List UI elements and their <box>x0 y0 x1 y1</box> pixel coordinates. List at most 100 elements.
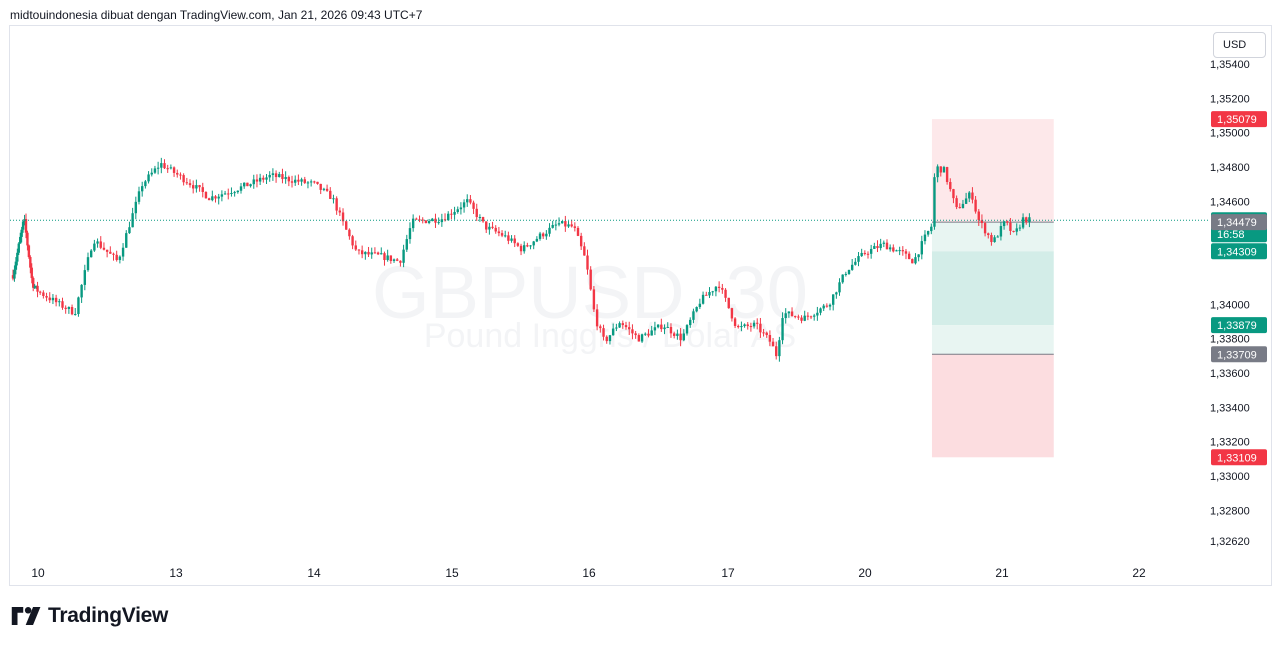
candle <box>765 331 768 338</box>
candle <box>230 187 233 197</box>
candle <box>13 265 16 282</box>
candle <box>239 183 243 194</box>
candle <box>214 195 217 203</box>
candle <box>892 244 895 253</box>
x-tick-label: 16 <box>582 566 596 580</box>
candle <box>399 260 402 267</box>
candle <box>450 209 453 220</box>
x-tick-label: 20 <box>858 566 872 580</box>
candle <box>478 214 482 222</box>
candle <box>408 222 412 244</box>
candle <box>172 166 176 177</box>
candle <box>105 249 109 258</box>
candle <box>415 217 418 220</box>
candle <box>176 169 179 178</box>
position-zones[interactable] <box>931 119 1054 458</box>
candle <box>481 216 485 223</box>
candle <box>83 264 87 291</box>
candle <box>469 195 472 205</box>
entry-price-label-text: 1,34479 <box>1217 217 1257 229</box>
candle <box>383 251 386 266</box>
candle <box>89 249 93 258</box>
candle <box>287 175 291 187</box>
candle <box>835 291 838 299</box>
candle <box>402 244 405 268</box>
y-axis[interactable]: 1,35400 1,35200 1,35000 1,34800 1,34600 1,340… <box>1210 59 1250 548</box>
candle <box>749 322 753 332</box>
candle <box>586 249 589 275</box>
candle <box>879 238 882 251</box>
chart-frame[interactable]: GBPUSD, 30 Pound Inggris / Dolar AS 10 13… <box>9 25 1272 586</box>
candle <box>968 191 971 203</box>
candle <box>541 232 545 239</box>
candle <box>672 331 676 339</box>
candle <box>920 235 923 260</box>
candle <box>567 221 570 228</box>
candle <box>77 296 80 317</box>
candle <box>640 333 644 343</box>
take-profit-label-text: 1,35079 <box>1217 114 1257 126</box>
candle <box>545 230 548 240</box>
tradingview-brand[interactable]: TradingView <box>11 604 168 628</box>
candle <box>45 292 48 302</box>
candle <box>911 258 914 264</box>
candle <box>784 308 787 324</box>
candle <box>306 181 310 189</box>
candle <box>952 188 955 204</box>
candle <box>58 298 61 307</box>
candle <box>653 321 657 336</box>
candle <box>980 214 984 229</box>
candle <box>233 190 236 197</box>
candle <box>99 236 102 250</box>
candle <box>459 202 463 215</box>
candle <box>557 217 561 227</box>
candle <box>153 165 157 174</box>
candle <box>447 211 450 221</box>
candle <box>933 173 936 230</box>
candle <box>462 199 466 213</box>
candle <box>822 303 825 312</box>
candle <box>300 177 303 186</box>
candle <box>914 253 917 265</box>
entry-zone[interactable] <box>931 222 1054 252</box>
candle <box>794 315 797 319</box>
candle <box>631 324 634 340</box>
candle <box>592 285 596 313</box>
candle <box>787 311 791 318</box>
candle <box>831 294 835 311</box>
candle <box>185 177 189 185</box>
chart-canvas[interactable]: GBPUSD, 30 Pound Inggris / Dolar AS 10 13… <box>10 26 1273 587</box>
candle <box>376 251 380 256</box>
candle <box>357 249 361 255</box>
candle <box>599 324 602 333</box>
candle <box>689 317 692 328</box>
candle <box>70 304 74 316</box>
stop-zone[interactable] <box>931 354 1054 458</box>
target-buffer-zone[interactable] <box>931 325 1054 355</box>
reward-zone[interactable] <box>931 119 1054 223</box>
candle <box>437 217 440 225</box>
candle <box>888 244 892 252</box>
candle <box>857 252 860 267</box>
x-tick-label: 17 <box>721 566 735 580</box>
candle <box>560 220 564 224</box>
candle <box>179 172 182 180</box>
candle <box>930 223 933 235</box>
candle <box>885 239 889 250</box>
candle <box>33 284 36 289</box>
candle <box>21 220 25 233</box>
candle <box>188 179 192 188</box>
candle <box>529 245 532 250</box>
candle <box>812 313 816 321</box>
candle <box>983 221 987 237</box>
current-price-label-countdown: 16:58 <box>1217 229 1245 241</box>
candle <box>1018 224 1022 232</box>
candle <box>999 221 1003 241</box>
candle <box>131 207 134 228</box>
target-zone[interactable] <box>931 251 1054 326</box>
candle <box>93 239 96 252</box>
candle <box>345 220 348 230</box>
candle <box>860 248 863 257</box>
currency-button[interactable]: USD <box>1213 32 1266 58</box>
candle <box>650 325 653 336</box>
